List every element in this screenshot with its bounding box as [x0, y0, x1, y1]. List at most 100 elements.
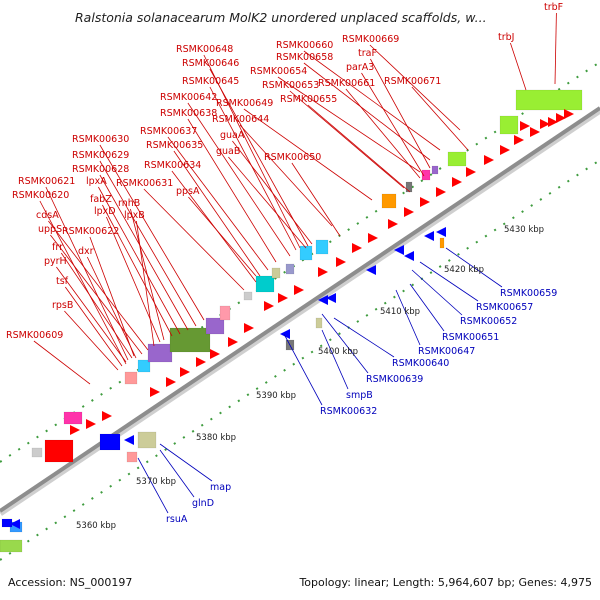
forward-gene-arrow-15[interactable]: [352, 243, 362, 253]
reverse-gene-arrow-39[interactable]: [404, 251, 414, 261]
forward-gene-arrow-31[interactable]: [556, 113, 566, 123]
gene-label-rsua[interactable]: rsuA: [166, 514, 188, 525]
gene-block-19[interactable]: [299, 245, 313, 261]
gene-label-rsmk00649[interactable]: RSMK00649: [216, 98, 273, 109]
gene-block-11[interactable]: [147, 343, 173, 363]
gene-block-25[interactable]: [447, 151, 467, 167]
gene-block-4[interactable]: [44, 439, 74, 463]
gene-block-3[interactable]: [31, 447, 43, 458]
forward-gene-arrow-5[interactable]: [180, 367, 190, 377]
forward-gene-arrow-6[interactable]: [196, 357, 206, 367]
reverse-gene-arrow-37[interactable]: [366, 265, 376, 275]
gene-label-tsf[interactable]: tsf: [56, 276, 69, 287]
gene-label-traf[interactable]: traF: [358, 48, 377, 59]
gene-label-trbj[interactable]: trbJ: [498, 32, 514, 43]
gene-label-para3[interactable]: parA3: [346, 62, 374, 73]
gene-label-rsmk00645[interactable]: RSMK00645: [182, 76, 239, 87]
forward-gene-arrow-18[interactable]: [404, 207, 414, 217]
gene-block-20[interactable]: [315, 239, 329, 255]
gene-label-lpxd[interactable]: lpxD: [94, 206, 116, 217]
gene-label-rsmk00629[interactable]: RSMK00629: [72, 150, 129, 161]
gene-label-ppsa[interactable]: ppsA: [176, 186, 200, 197]
gene-label-rsmk00644[interactable]: RSMK00644: [212, 114, 269, 125]
forward-gene-arrow-16[interactable]: [368, 233, 378, 243]
gene-label-rsmk00631[interactable]: RSMK00631: [116, 178, 173, 189]
reverse-gene-arrow-33[interactable]: [124, 435, 134, 445]
gene-block-2[interactable]: [1, 518, 13, 528]
gene-label-rsmk00661[interactable]: RSMK00661: [318, 78, 375, 89]
forward-gene-arrow-28[interactable]: [564, 109, 574, 119]
gene-block-17[interactable]: [271, 267, 281, 279]
gene-block-28[interactable]: [315, 317, 323, 329]
gene-label-rsmk00646[interactable]: RSMK00646: [182, 58, 239, 69]
gene-block-26[interactable]: [499, 115, 519, 135]
reverse-gene-arrow-32[interactable]: [10, 519, 20, 529]
gene-block-14[interactable]: [219, 305, 231, 321]
gene-label-rsmk00660[interactable]: RSMK00660: [276, 40, 333, 51]
forward-gene-arrow-26[interactable]: [530, 127, 540, 137]
gene-label-rsmk00647[interactable]: RSMK00647: [418, 346, 475, 357]
forward-gene-arrow-0[interactable]: [70, 425, 80, 435]
forward-gene-arrow-8[interactable]: [228, 337, 238, 347]
reverse-gene-arrow-36[interactable]: [326, 293, 336, 303]
reverse-gene-arrow-40[interactable]: [424, 231, 434, 241]
gene-label-rsmk00620[interactable]: RSMK00620: [12, 190, 69, 201]
gene-label-rsmk00654[interactable]: RSMK00654: [250, 66, 307, 77]
forward-gene-arrow-11[interactable]: [278, 293, 288, 303]
gene-block-7[interactable]: [137, 431, 157, 449]
gene-label-rsmk00651[interactable]: RSMK00651: [442, 332, 499, 343]
forward-gene-arrow-10[interactable]: [264, 301, 274, 311]
gene-label-fabz[interactable]: fabZ: [90, 194, 112, 205]
gene-label-dxr[interactable]: dxr: [78, 246, 94, 257]
forward-gene-arrow-13[interactable]: [318, 267, 328, 277]
gene-label-rpsb[interactable]: rpsB: [52, 300, 73, 311]
forward-gene-arrow-1[interactable]: [86, 419, 96, 429]
gene-block-5[interactable]: [63, 411, 83, 425]
gene-label-rsmk00621[interactable]: RSMK00621: [18, 176, 75, 187]
forward-gene-arrow-20[interactable]: [436, 187, 446, 197]
reverse-gene-arrow-34[interactable]: [280, 329, 290, 339]
gene-label-rsmk00653[interactable]: RSMK00653: [262, 80, 319, 91]
gene-label-glnd[interactable]: glnD: [192, 498, 214, 509]
gene-block-15[interactable]: [243, 291, 253, 301]
gene-block-8[interactable]: [126, 451, 138, 463]
gene-label-rsmk00632[interactable]: RSMK00632: [320, 406, 377, 417]
gene-label-rsmk00650[interactable]: RSMK00650: [264, 152, 321, 163]
forward-gene-arrow-24[interactable]: [500, 145, 510, 155]
gene-label-rsmk00658[interactable]: RSMK00658: [276, 52, 333, 63]
gene-label-cdsa[interactable]: cdsA: [36, 210, 59, 221]
forward-gene-arrow-27[interactable]: [548, 117, 558, 127]
forward-gene-arrow-29[interactable]: [520, 121, 530, 131]
forward-gene-arrow-3[interactable]: [150, 387, 160, 397]
gene-label-trbf[interactable]: trbF: [544, 2, 563, 13]
gene-label-lpxa[interactable]: lpxA: [86, 176, 107, 187]
gene-block-10[interactable]: [137, 359, 151, 373]
gene-label-frr[interactable]: frr: [52, 242, 63, 253]
gene-label-guab[interactable]: guaB: [216, 146, 240, 157]
gene-label-guaa[interactable]: guaA: [220, 130, 245, 141]
forward-gene-arrow-21[interactable]: [452, 177, 462, 187]
forward-gene-arrow-7[interactable]: [210, 349, 220, 359]
gene-block-23[interactable]: [421, 169, 431, 181]
gene-label-map[interactable]: map: [210, 482, 231, 493]
forward-gene-arrow-23[interactable]: [484, 155, 494, 165]
forward-gene-arrow-9[interactable]: [244, 323, 254, 333]
gene-block-13[interactable]: [205, 317, 225, 335]
gene-block-12[interactable]: [169, 327, 211, 353]
gene-label-rsmk00652[interactable]: RSMK00652: [460, 316, 517, 327]
gene-label-rsmk00655[interactable]: RSMK00655: [280, 94, 337, 105]
gene-label-rsmk00659[interactable]: RSMK00659: [500, 288, 557, 299]
gene-label-rsmk00634[interactable]: RSMK00634: [144, 160, 201, 171]
gene-block-21[interactable]: [381, 193, 397, 209]
reverse-gene-arrow-41[interactable]: [436, 227, 446, 237]
forward-gene-arrow-25[interactable]: [514, 135, 524, 145]
gene-label-rsmk00622[interactable]: RSMK00622: [62, 226, 119, 237]
gene-label-rsmk00671[interactable]: RSMK00671: [384, 76, 441, 87]
gene-block-27[interactable]: [515, 89, 583, 111]
forward-gene-arrow-4[interactable]: [166, 377, 176, 387]
gene-label-rsmk00637[interactable]: RSMK00637: [140, 126, 197, 137]
forward-gene-arrow-12[interactable]: [294, 285, 304, 295]
gene-label-rsmk00640[interactable]: RSMK00640: [392, 358, 449, 369]
gene-label-rsmk00609[interactable]: RSMK00609: [6, 330, 63, 341]
gene-block-9[interactable]: [124, 371, 138, 385]
